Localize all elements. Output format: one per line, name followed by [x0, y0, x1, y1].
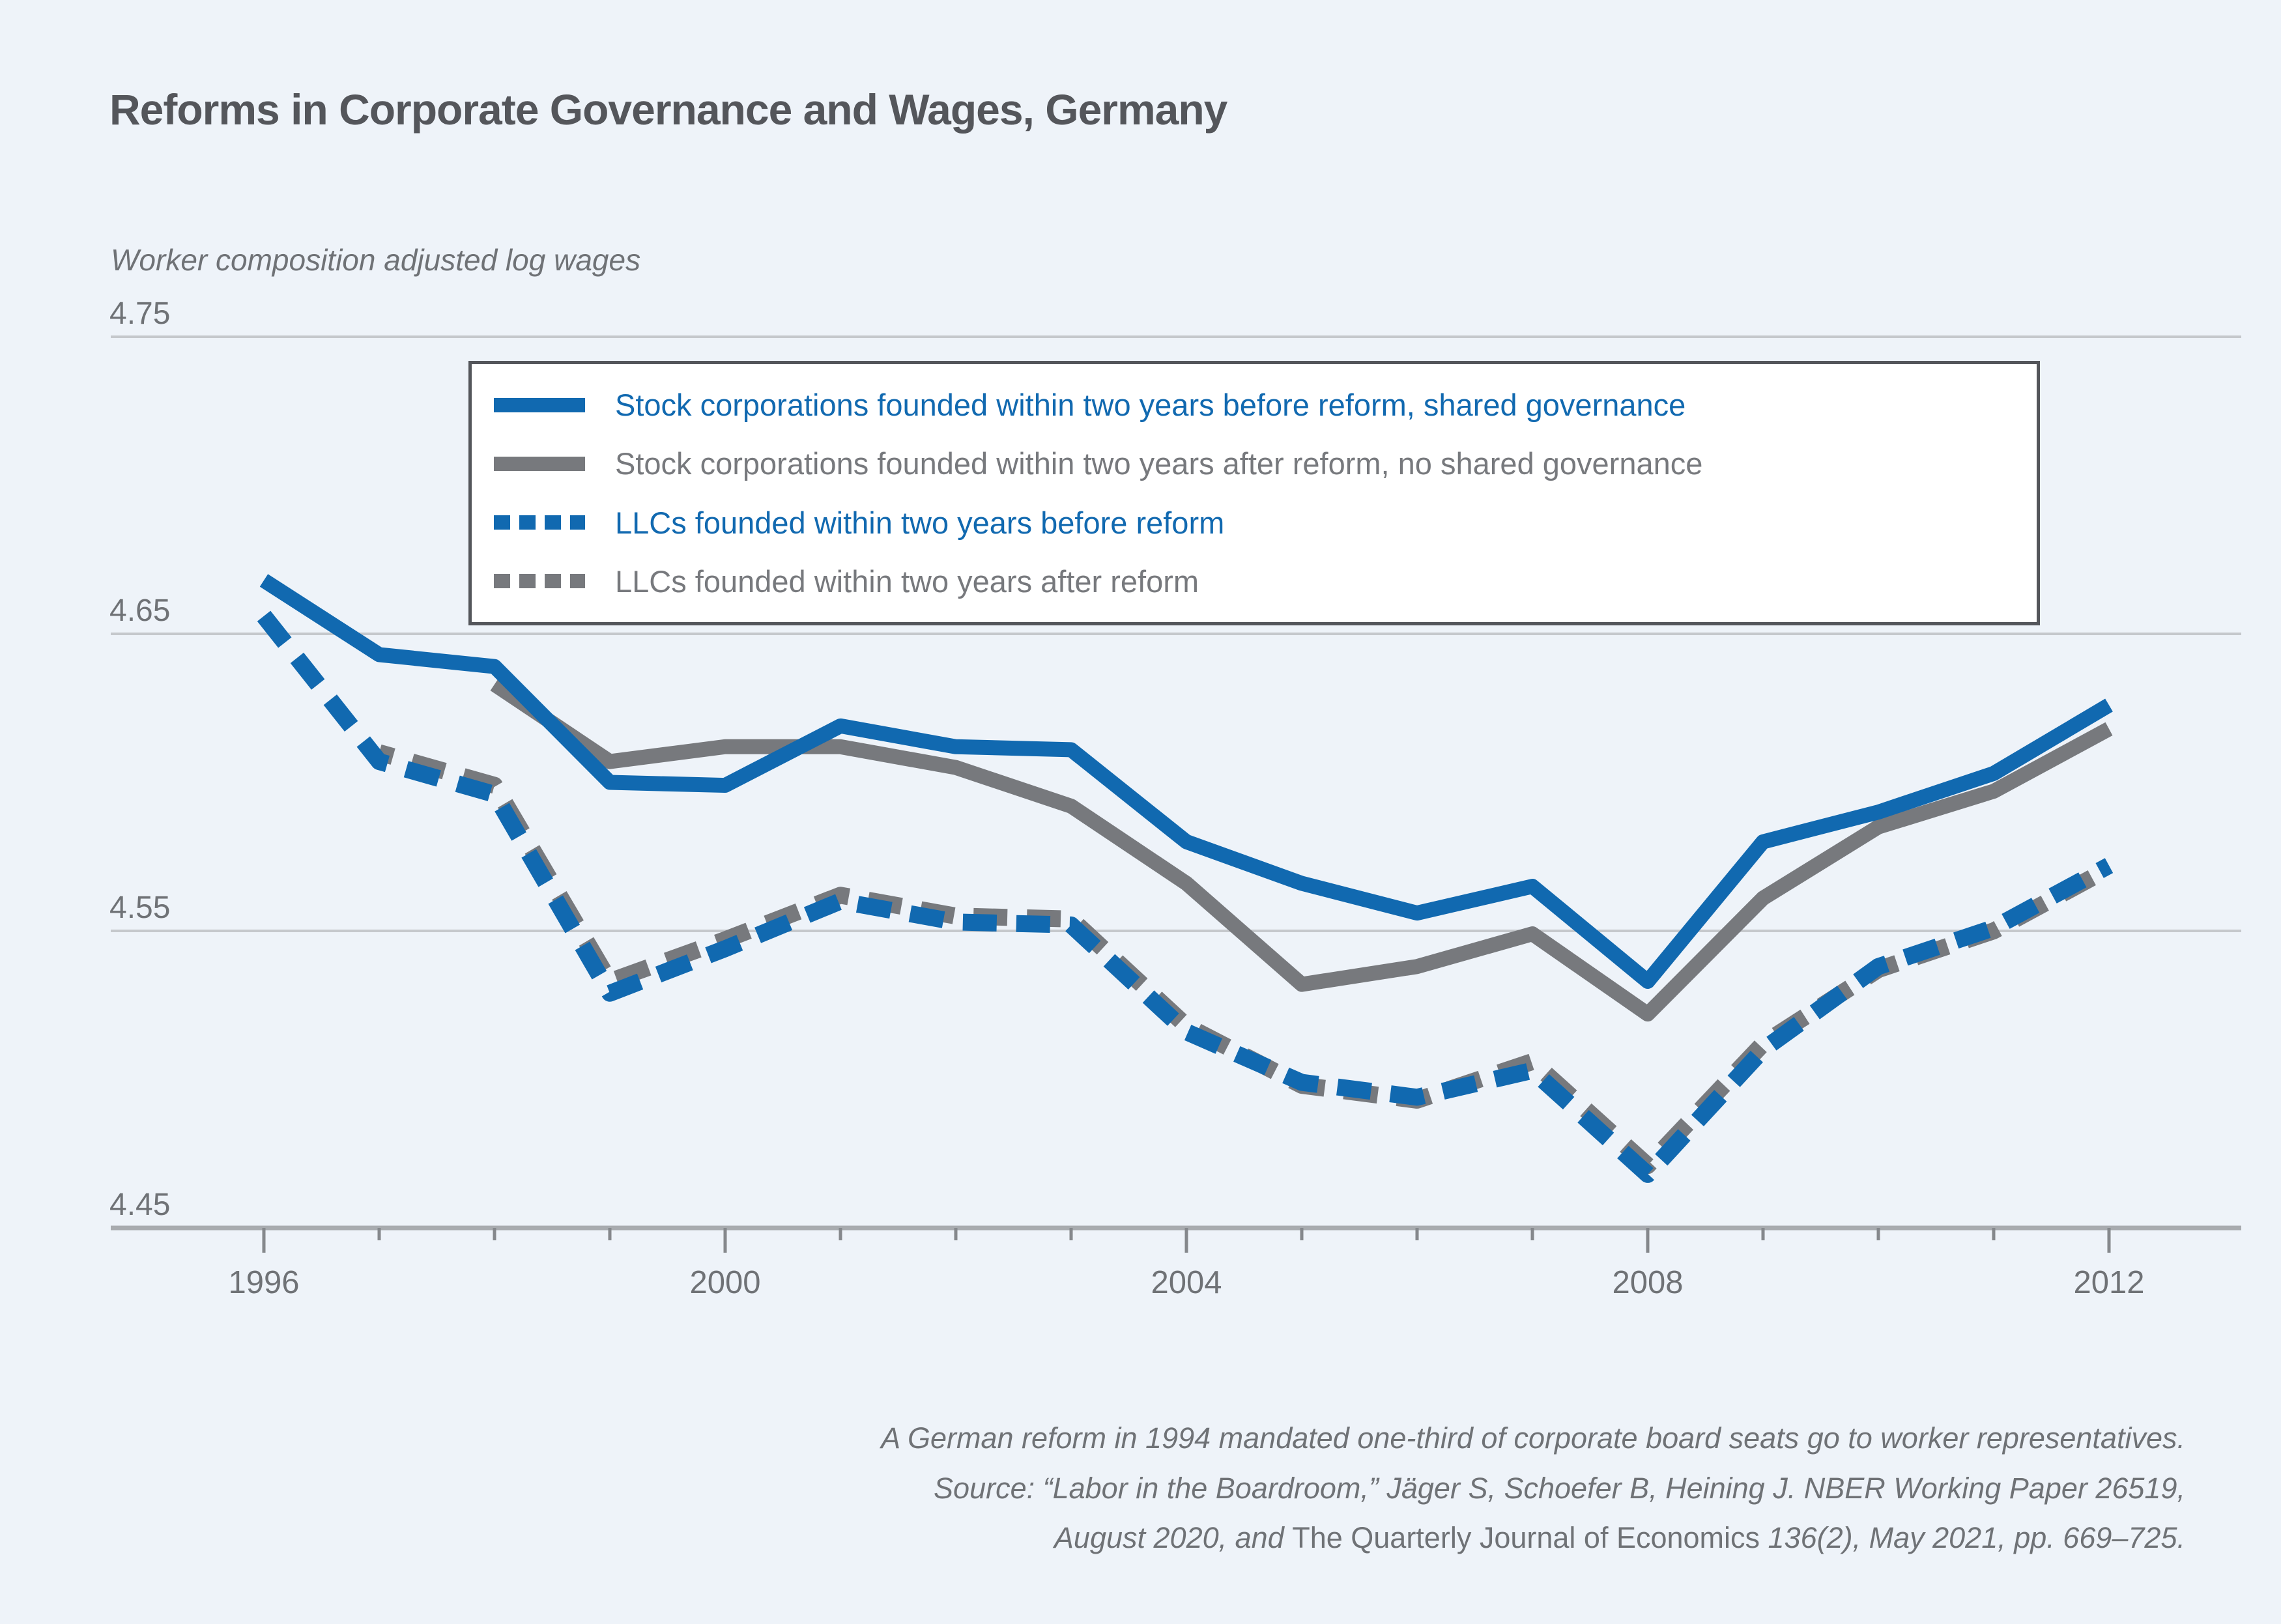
legend-item-0: Stock corporations founded within two ye…: [494, 387, 2037, 423]
page-title: Reforms in Corporate Governance and Wage…: [109, 85, 1227, 134]
series-line-dashed-blue: [257, 610, 2114, 1183]
solid-line-swatch-icon: [494, 397, 585, 412]
legend-label: LLCs founded within two years after refo…: [615, 563, 1199, 599]
legend-label: Stock corporations founded within two ye…: [615, 446, 1703, 481]
y-tick-label-4.75: 4.75: [109, 296, 170, 331]
x-tick-label-2000: 2000: [689, 1265, 760, 1300]
y-axis-title: Worker composition adjusted log wages: [111, 243, 641, 277]
dashed-line-swatch-icon: [494, 574, 585, 589]
series-line-solid-blue: [259, 574, 2113, 990]
caption-line-1: A German reform in 1994 mandated one-thi…: [881, 1421, 2185, 1455]
caption-journal-name: The Quarterly Journal of Economics: [1292, 1521, 1760, 1554]
caption-line-3-pre: August 2020, and: [1054, 1521, 1293, 1554]
x-tick-label-2012: 2012: [2073, 1265, 2144, 1300]
series-line-solid-gray: [490, 677, 2113, 1022]
solid-line-swatch-icon: [494, 456, 585, 471]
dashed-line-swatch-icon: [494, 515, 585, 530]
series-line-dashed-gray: [377, 744, 2114, 1175]
y-tick-label-4.45: 4.45: [109, 1188, 170, 1222]
caption-line-2: Source: “Labor in the Boardroom,” Jäger …: [934, 1471, 2185, 1505]
chart-caption: A German reform in 1994 mandated one-thi…: [881, 1414, 2185, 1563]
chart-legend: Stock corporations founded within two ye…: [468, 361, 2040, 625]
y-tick-label-4.65: 4.65: [109, 593, 170, 628]
legend-item-1: Stock corporations founded within two ye…: [494, 446, 2037, 481]
legend-item-2: LLCs founded within two years before ref…: [494, 505, 2037, 541]
y-tick-label-4.55: 4.55: [109, 890, 170, 925]
x-tick-label-2004: 2004: [1151, 1265, 1222, 1300]
legend-item-3: LLCs founded within two years after refo…: [494, 563, 2037, 599]
caption-line-3: August 2020, and The Quarterly Journal o…: [881, 1513, 2185, 1563]
legend-label: LLCs founded within two years before ref…: [615, 505, 1225, 540]
legend-label: Stock corporations founded within two ye…: [615, 388, 1686, 423]
caption-line-3-post: 136(2), May 2021, pp. 669–725.: [1760, 1521, 2185, 1554]
x-tick-label-2008: 2008: [1612, 1265, 1683, 1300]
x-tick-label-1996: 1996: [228, 1265, 299, 1300]
